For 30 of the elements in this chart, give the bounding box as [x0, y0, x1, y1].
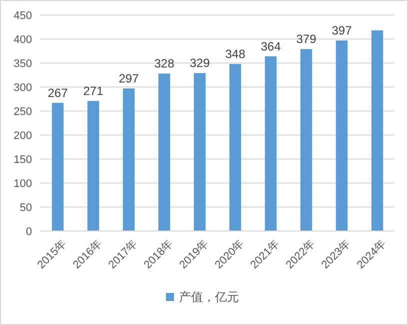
y-tick-label: 300 [14, 82, 32, 94]
data-label: 267 [48, 86, 68, 100]
y-tick-label: 400 [14, 34, 32, 46]
bar [229, 64, 242, 231]
y-tick-label: 0 [26, 226, 32, 238]
bar [158, 74, 170, 231]
data-label: 348 [225, 46, 246, 61]
legend-label: 产值，亿元 [179, 290, 239, 304]
data-label: 297 [118, 71, 140, 86]
y-tick-label: 450 [14, 10, 32, 22]
data-label: 364 [260, 39, 282, 54]
data-label: 329 [190, 56, 210, 70]
y-tick-label: 350 [14, 58, 32, 70]
y-tick-label: 50 [20, 202, 32, 214]
bar [87, 100, 100, 231]
bar [122, 88, 135, 231]
data-label: 328 [154, 56, 175, 71]
data-label: 397 [332, 23, 352, 38]
bar [336, 40, 348, 231]
bar [194, 73, 206, 231]
y-tick-label: 100 [14, 178, 32, 190]
y-tick-label: 150 [14, 154, 32, 166]
bar [300, 49, 312, 231]
data-label: 271 [83, 84, 104, 98]
y-tick-label: 250 [14, 106, 32, 118]
data-label: 379 [296, 32, 317, 46]
bar [52, 102, 64, 231]
bar [264, 56, 277, 231]
y-tick-label: 200 [14, 130, 32, 142]
bar [371, 30, 384, 231]
